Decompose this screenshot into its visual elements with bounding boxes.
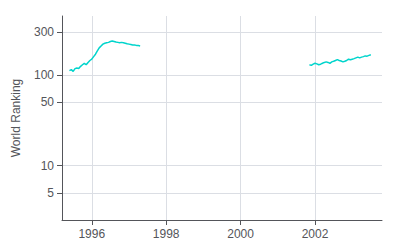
svg-text:100: 100 bbox=[34, 68, 54, 82]
svg-text:2000: 2000 bbox=[227, 227, 254, 241]
svg-text:300: 300 bbox=[34, 25, 54, 39]
svg-text:5: 5 bbox=[47, 186, 54, 200]
svg-text:50: 50 bbox=[41, 95, 55, 109]
svg-text:1996: 1996 bbox=[78, 227, 105, 241]
svg-text:2002: 2002 bbox=[302, 227, 329, 241]
svg-text:10: 10 bbox=[41, 159, 55, 173]
svg-text:1998: 1998 bbox=[153, 227, 180, 241]
svg-text:World Ranking: World Ranking bbox=[9, 79, 23, 157]
